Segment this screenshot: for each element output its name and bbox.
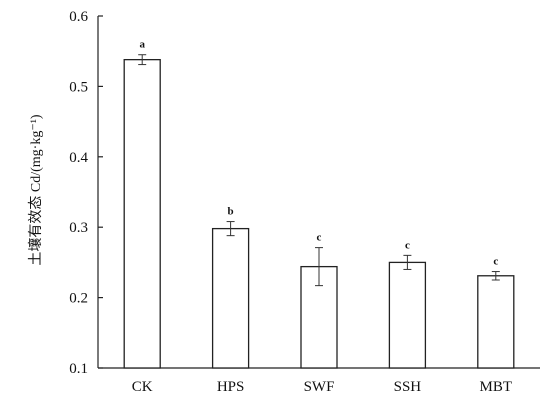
significance-letter: c [493, 256, 498, 268]
y-tick-label: 0.1 [69, 361, 88, 377]
bar-ssh [388, 261, 427, 369]
y-axis-title: 土壤有效态 Cd/(mg·kg⁻¹) [27, 114, 44, 266]
significance-letter: c [317, 232, 322, 244]
significance-letter: c [405, 239, 410, 251]
y-ticks: 0.1 0.2 0.3 0.4 0.5 0.6 [69, 9, 103, 377]
bar-mbt [477, 275, 515, 369]
category-label: SWF [304, 379, 335, 395]
y-tick-label: 0.3 [69, 220, 88, 236]
category-label: CK [132, 379, 153, 395]
category-label: MBT [480, 379, 513, 395]
y-tick-label: 0.4 [69, 150, 88, 166]
y-tick-label: 0.5 [69, 79, 88, 95]
y-tick-label: 0.6 [69, 9, 88, 25]
category-label: HPS [217, 379, 245, 395]
bar-ck [123, 58, 161, 369]
significance-letter: b [228, 206, 234, 218]
x-labels: CK HPS SWF SSH MBT [132, 379, 512, 395]
category-label: SSH [394, 379, 422, 395]
significance-letter: a [139, 39, 145, 51]
bars: a b c c c [123, 39, 515, 369]
bar-hps [211, 227, 250, 369]
y-tick-label: 0.2 [69, 291, 88, 307]
